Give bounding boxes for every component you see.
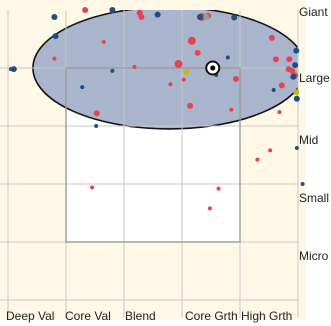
data-point [168, 82, 173, 87]
data-point [52, 56, 57, 61]
data-point [187, 102, 194, 109]
data-point [110, 68, 115, 73]
data-point [101, 39, 106, 44]
data-point [232, 76, 239, 83]
data-point [289, 67, 296, 74]
data-point [268, 34, 275, 41]
x-tick-label: Deep Val [6, 309, 54, 323]
data-point [290, 73, 297, 80]
data-point [181, 77, 186, 82]
data-point [292, 62, 299, 69]
data-point [293, 89, 300, 96]
data-point [272, 56, 279, 63]
data-point [293, 95, 300, 102]
data-point [277, 110, 282, 115]
data-point [294, 146, 299, 151]
data-point [82, 7, 89, 13]
data-point [286, 56, 293, 63]
data-point [138, 13, 145, 20]
data-point [154, 11, 161, 18]
data-point [174, 59, 183, 68]
data-point [293, 47, 300, 54]
data-point [203, 13, 210, 20]
y-tick-label: Giant [299, 5, 328, 19]
data-point [207, 206, 212, 211]
data-point [93, 110, 100, 117]
data-point [132, 64, 137, 69]
data-point [90, 185, 95, 190]
y-tick-label: Large [299, 71, 330, 85]
data-point [80, 85, 85, 90]
data-point [10, 66, 17, 73]
data-point [229, 107, 234, 112]
x-tick-label: Blend [125, 309, 156, 323]
centroid-marker-dot [210, 65, 216, 71]
data-point [52, 33, 59, 40]
y-tick-label: Micro [299, 249, 329, 263]
data-point [94, 124, 99, 128]
data-point [271, 88, 276, 93]
x-tick-label: Core Grth [185, 309, 238, 323]
data-point [278, 82, 285, 89]
core-style-border [65, 67, 241, 243]
data-point [187, 36, 196, 45]
data-point [194, 49, 201, 56]
data-point [51, 13, 58, 20]
data-point [109, 7, 116, 13]
data-point [225, 55, 230, 60]
data-point [183, 69, 190, 76]
data-point [231, 14, 238, 21]
x-tick-label: High Grth [241, 309, 292, 323]
data-point [196, 13, 203, 20]
y-tick-label: Small [299, 191, 329, 205]
data-point [268, 148, 273, 153]
x-tick-label: Core Val [65, 309, 111, 323]
data-point [300, 182, 305, 186]
data-point [8, 67, 13, 72]
y-tick-label: Mid [299, 133, 318, 147]
data-point [255, 157, 260, 162]
data-point [216, 186, 221, 191]
